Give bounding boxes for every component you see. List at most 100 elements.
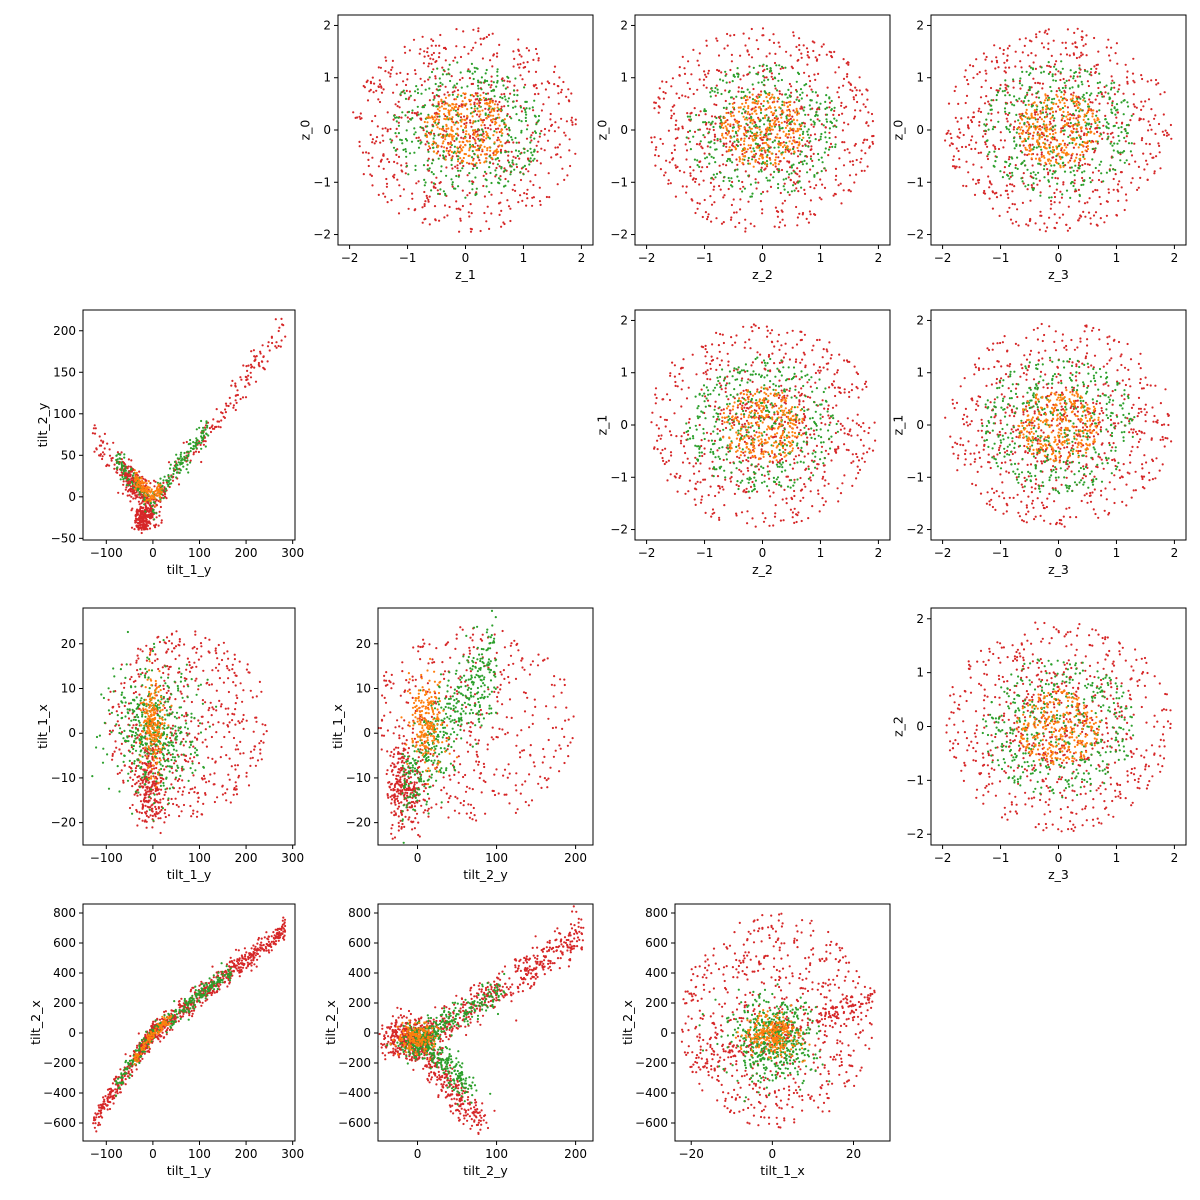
data-point-outer [1103, 221, 1106, 224]
x-tick-label: 1 [1113, 251, 1121, 265]
data-point-outer [371, 138, 374, 141]
data-point-outer [1104, 114, 1107, 117]
data-point-outer [827, 154, 830, 157]
data-point-inner [1034, 128, 1037, 131]
data-point-outer [373, 142, 376, 145]
data-point-outer [228, 396, 231, 399]
data-point-outer [534, 47, 538, 51]
data-point-middle [473, 105, 477, 108]
data-point-outer [557, 92, 560, 95]
data-point-outer [1111, 104, 1114, 107]
data-point-outer [974, 182, 978, 185]
data-point-outer [715, 37, 718, 40]
data-point-middle [1037, 96, 1041, 99]
data-point-outer [481, 150, 484, 153]
data-point-outer [566, 174, 569, 177]
data-point-outer [982, 191, 985, 194]
data-point-outer [1005, 189, 1009, 192]
data-point-outer [468, 136, 471, 140]
data-point-middle [414, 90, 417, 93]
data-point-inner [490, 157, 494, 160]
data-point-outer [459, 162, 462, 165]
data-point-middle [522, 166, 525, 169]
data-point-outer [159, 505, 162, 509]
data-point-outer [439, 181, 442, 184]
data-point-outer [1140, 108, 1143, 111]
data-point-middle [404, 148, 407, 151]
data-point-outer [415, 113, 419, 116]
data-point-inner [480, 144, 483, 147]
data-point-outer [1069, 134, 1072, 137]
data-point-middle [728, 179, 731, 182]
data-point-outer [795, 45, 798, 49]
data-point-middle [712, 156, 715, 159]
data-point-middle [1032, 182, 1035, 185]
data-point-outer [249, 363, 253, 366]
data-point-inner [1028, 146, 1031, 149]
data-point-outer [1146, 163, 1149, 166]
data-point-middle [504, 184, 507, 187]
data-point-outer [1093, 149, 1097, 152]
data-point-outer [1007, 158, 1011, 161]
data-point-outer [793, 101, 796, 104]
data-point-outer [672, 112, 676, 115]
data-point-outer [418, 52, 421, 55]
data-point-middle [1053, 65, 1056, 68]
data-point-inner [742, 115, 745, 118]
data-point-outer [799, 107, 802, 110]
data-point-outer [371, 156, 374, 159]
data-point-middle [800, 138, 804, 142]
data-point-outer [859, 109, 862, 112]
data-point-outer [408, 96, 411, 99]
data-point-outer [432, 68, 435, 71]
data-point-outer [95, 447, 98, 450]
data-point-outer [433, 95, 436, 98]
data-point-outer [398, 106, 401, 109]
data-point-outer [234, 408, 237, 412]
data-point-middle [809, 108, 812, 111]
data-point-middle [801, 163, 805, 166]
data-point-outer [1035, 96, 1038, 99]
data-point-inner [1037, 142, 1040, 146]
data-point-middle [533, 130, 537, 133]
data-point-inner [1054, 131, 1057, 134]
data-point-middle [492, 81, 495, 84]
data-point-outer [420, 84, 423, 87]
data-point-outer [519, 63, 522, 66]
data-point-outer [472, 28, 475, 31]
data-point-inner [784, 150, 787, 154]
data-point-middle [809, 99, 812, 102]
data-point-outer [703, 198, 706, 202]
data-point-inner [429, 116, 432, 119]
data-point-inner [478, 145, 481, 148]
y-tick-label: −1 [906, 175, 924, 189]
data-point-inner [1055, 138, 1058, 141]
data-point-inner [775, 117, 778, 120]
data-point-outer [361, 151, 365, 154]
data-point-middle [472, 77, 475, 81]
data-point-outer [954, 85, 957, 88]
data-point-outer [993, 145, 997, 148]
data-point-outer [503, 79, 506, 82]
data-point-inner [794, 123, 797, 126]
data-point-middle [1087, 105, 1090, 108]
data-point-outer [259, 350, 262, 353]
data-point-outer [249, 376, 253, 379]
data-point-outer [703, 136, 706, 139]
data-point-inner [736, 138, 739, 141]
data-point-inner [1093, 132, 1096, 135]
data-point-middle [709, 95, 712, 98]
data-point-outer [854, 109, 857, 112]
data-point-middle [414, 131, 417, 134]
data-point-middle [496, 70, 499, 73]
data-point-outer [512, 141, 515, 144]
data-point-outer [411, 111, 414, 114]
data-point-outer [498, 213, 501, 216]
data-point-outer [710, 203, 714, 206]
data-point-outer [983, 102, 987, 105]
data-point-middle [524, 119, 528, 123]
data-point-middle [1003, 107, 1007, 110]
data-point-middle [815, 101, 818, 104]
data-point-middle [1043, 176, 1046, 179]
data-point-outer [978, 71, 981, 74]
